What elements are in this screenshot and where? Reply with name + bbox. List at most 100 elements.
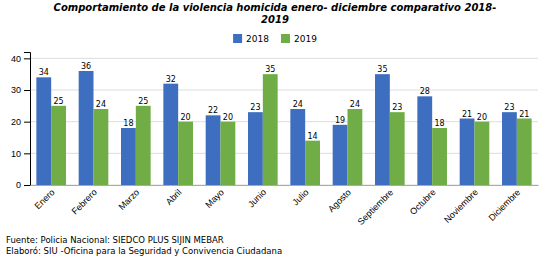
y-tick-mark — [24, 90, 30, 91]
data-label: 25 — [53, 97, 63, 106]
x-tick: Febrero — [70, 185, 99, 217]
y-tick-label: 20 — [11, 117, 21, 127]
legend-item: 2019 — [281, 34, 317, 44]
data-label: 18 — [123, 119, 133, 128]
data-label: 24 — [293, 100, 303, 109]
data-label: 23 — [504, 103, 514, 112]
legend-item: 2018 — [233, 34, 269, 44]
x-tick: Marzo — [117, 185, 142, 212]
data-label: 35 — [377, 65, 387, 74]
bar — [475, 122, 490, 185]
x-tick: Mayo — [203, 185, 226, 210]
bar — [121, 128, 136, 185]
legend-swatch — [281, 34, 290, 43]
bar — [460, 119, 475, 186]
data-label: 34 — [39, 68, 49, 77]
x-tick-label: Abril — [164, 187, 184, 207]
x-tick-label: Marzo — [117, 187, 142, 212]
bar — [36, 77, 51, 185]
legend-swatch — [233, 34, 242, 43]
y-tick: 0 — [16, 180, 30, 190]
y-tick: 30 — [11, 85, 30, 95]
y-tick-label: 30 — [11, 85, 21, 95]
bar — [375, 74, 390, 185]
x-tick: Octubre — [408, 185, 438, 217]
data-label: 20 — [180, 113, 190, 122]
data-labels: 3436183222232419352821232524252020351424… — [39, 62, 530, 141]
legend: 2018 2019 — [233, 34, 317, 44]
x-tick-label: Septiembre — [356, 187, 396, 227]
grid — [30, 58, 538, 185]
legend-label: 2019 — [294, 34, 317, 44]
x-tick: Noviembre — [442, 185, 480, 225]
bar — [432, 128, 447, 185]
bars — [36, 71, 531, 185]
footnote: Fuente: Policia Nacional: SIEDCO PLUS SI… — [6, 235, 224, 245]
bar — [248, 112, 263, 185]
x-tick: Agosto — [326, 185, 353, 214]
data-label: 24 — [350, 100, 360, 109]
x-tick: Abril — [164, 185, 184, 207]
y-axis: 0 10 20 30 40 — [11, 53, 31, 191]
data-label: 28 — [420, 87, 430, 96]
data-label: 22 — [208, 106, 218, 115]
data-label: 23 — [392, 103, 402, 112]
y-tick-label: 40 — [11, 54, 21, 64]
y-tick: 40 — [11, 54, 30, 64]
data-label: 35 — [265, 65, 275, 74]
data-label: 21 — [462, 110, 472, 119]
x-axis: Enero Febrero Marzo Abril Mayo Junio Julio Agos… — [31, 185, 539, 227]
y-tick: 20 — [11, 117, 30, 127]
y-tick-mark — [24, 185, 30, 186]
data-label: 14 — [307, 132, 317, 141]
bar — [206, 115, 221, 185]
data-label: 36 — [81, 62, 91, 71]
bar — [263, 74, 278, 185]
y-tick: 10 — [11, 149, 30, 159]
grid-line — [30, 90, 538, 91]
grid-line — [30, 58, 538, 59]
data-label: 20 — [477, 113, 487, 122]
data-label: 19 — [335, 116, 345, 125]
x-tick-label: Noviembre — [442, 187, 480, 225]
bar — [517, 119, 532, 186]
y-tick-mark — [24, 122, 30, 123]
x-tick-label: Enero — [33, 187, 57, 211]
bar — [163, 84, 178, 185]
y-tick-mark — [24, 58, 30, 59]
x-tick: Enero — [33, 185, 57, 211]
data-label: 25 — [138, 97, 148, 106]
y-axis-line — [24, 53, 31, 186]
x-tick-label: Julio — [290, 187, 310, 207]
x-tick-label: Agosto — [326, 187, 353, 214]
x-tick-label: Octubre — [408, 187, 438, 217]
plot: 0 10 20 30 40 34 36 18 32 22 23 24 19 35 28 21 23 25 24 25 2… — [11, 53, 539, 227]
bar — [290, 109, 305, 185]
bar — [417, 96, 432, 185]
x-tick: Junio — [246, 185, 268, 209]
data-label: 20 — [223, 113, 233, 122]
bar — [348, 109, 363, 185]
x-tick: Julio — [290, 185, 310, 207]
data-label: 23 — [250, 103, 260, 112]
footnote: Elaboró: SIU -Oficina para la Seguridad … — [6, 246, 282, 256]
bar — [305, 141, 320, 185]
x-tick-label: Junio — [246, 187, 268, 209]
x-tick-label: Mayo — [203, 187, 226, 210]
bar — [221, 122, 236, 185]
data-label: 21 — [519, 110, 529, 119]
bar — [94, 109, 109, 185]
bar — [136, 106, 151, 185]
y-tick-label: 0 — [16, 180, 21, 190]
x-tick-label: Diciembre — [487, 187, 523, 223]
bar — [178, 122, 193, 185]
data-label: 18 — [434, 119, 444, 128]
x-axis-line — [31, 185, 539, 186]
data-label: 32 — [166, 75, 176, 84]
legend-label: 2018 — [246, 34, 269, 44]
chart: Comportamiento de la violencia homicida … — [0, 0, 550, 259]
x-tick-label: Febrero — [70, 187, 99, 216]
x-tick: Septiembre — [356, 185, 396, 227]
bar — [390, 112, 405, 185]
y-tick-label: 10 — [11, 149, 21, 159]
